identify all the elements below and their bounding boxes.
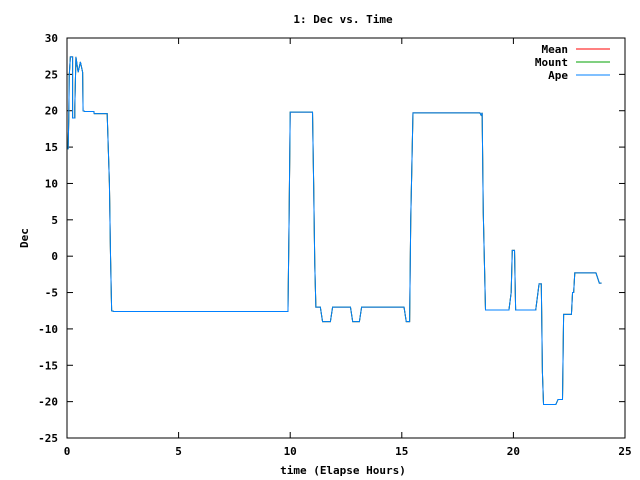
series-lines bbox=[67, 56, 602, 406]
legend-label-mount: Mount bbox=[535, 56, 568, 69]
chart-title: 1: Dec vs. Time bbox=[293, 13, 393, 26]
y-tick-label: 25 bbox=[45, 68, 58, 81]
series-line-ape bbox=[67, 56, 602, 406]
y-tick-label: -10 bbox=[38, 323, 58, 336]
y-tick-label: 15 bbox=[45, 141, 58, 154]
axis-tick-labels: 0 5 10 15 20 25 -25 -20 -15 -10 -5 0 5 10 15 20 25 30 bbox=[38, 32, 632, 458]
x-tick-label: 0 bbox=[64, 445, 71, 458]
y-tick-label: -20 bbox=[38, 396, 58, 409]
series-line-mount bbox=[67, 56, 602, 406]
axis-ticks bbox=[66, 37, 626, 439]
y-tick-label: -5 bbox=[45, 287, 58, 300]
x-tick-label: 20 bbox=[507, 445, 520, 458]
y-tick-label: 10 bbox=[45, 177, 58, 190]
x-tick-label: 10 bbox=[284, 445, 297, 458]
plot-frame bbox=[66, 37, 626, 439]
y-tick-label: -25 bbox=[38, 432, 58, 445]
x-tick-label: 5 bbox=[175, 445, 182, 458]
x-tick-label: 15 bbox=[395, 445, 408, 458]
y-tick-label: 20 bbox=[45, 105, 58, 118]
y-tick-label: 30 bbox=[45, 32, 58, 45]
legend-label-mean: Mean bbox=[542, 43, 569, 56]
legend-label-ape: Ape bbox=[548, 69, 568, 82]
x-axis-label: time (Elapse Hours) bbox=[280, 464, 406, 477]
y-tick-label: 0 bbox=[51, 250, 58, 263]
x-tick-label: 25 bbox=[618, 445, 631, 458]
y-tick-label: -15 bbox=[38, 359, 58, 372]
y-tick-label: 5 bbox=[51, 214, 58, 227]
series-line-mean bbox=[67, 56, 602, 406]
y-axis-label: Dec bbox=[18, 228, 31, 248]
